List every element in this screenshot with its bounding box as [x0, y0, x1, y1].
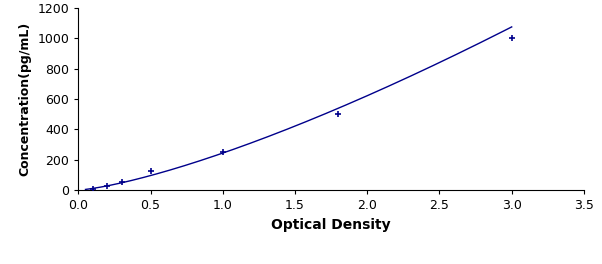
Y-axis label: Concentration(pg/mL): Concentration(pg/mL)	[19, 22, 32, 176]
X-axis label: Optical Density: Optical Density	[272, 218, 391, 232]
